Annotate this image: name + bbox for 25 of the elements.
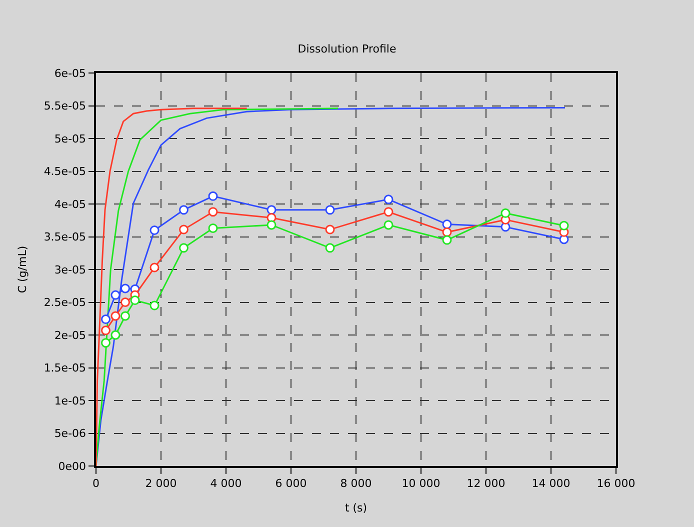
y-tick-label: 0e00 <box>58 460 86 473</box>
x-tick-label: 6 000 <box>275 476 307 490</box>
chart-title: Dissolution Profile <box>298 42 396 56</box>
x-tick-label: 12 000 <box>466 476 506 490</box>
x-tick-label: 0 <box>92 476 100 490</box>
y-tick-label: 5.5e-05 <box>44 100 86 113</box>
x-tick-label: 14 000 <box>532 476 570 490</box>
y-tick-label: 4e-05 <box>54 198 86 211</box>
y-tick-label: 6e-05 <box>54 66 86 80</box>
y-tick-label: 1.5e-05 <box>44 362 86 375</box>
x-tick-label: 2 000 <box>145 476 177 490</box>
y-tick-label: 1e-05 <box>54 394 86 408</box>
x-tick-label: 8 000 <box>340 476 372 490</box>
y-tick-label: 5e-05 <box>54 132 86 146</box>
y-tick-label: 5e-06 <box>54 427 86 440</box>
y-tick-label: 3e-05 <box>54 263 86 276</box>
x-tick-label: 10 000 <box>402 476 440 490</box>
x-tick-label: 16 000 <box>596 476 636 490</box>
y-tick-label: 2.5e-05 <box>44 296 86 310</box>
y-tick-label: 3.5e-05 <box>44 230 86 244</box>
y-tick-label: 2e-05 <box>54 328 86 342</box>
y-tick-label: 4.5e-05 <box>44 165 86 178</box>
x-tick-label: 4 000 <box>210 476 242 490</box>
y-axis-title: C (g/mL) <box>16 246 29 294</box>
x-axis-title: t (s) <box>344 502 368 515</box>
